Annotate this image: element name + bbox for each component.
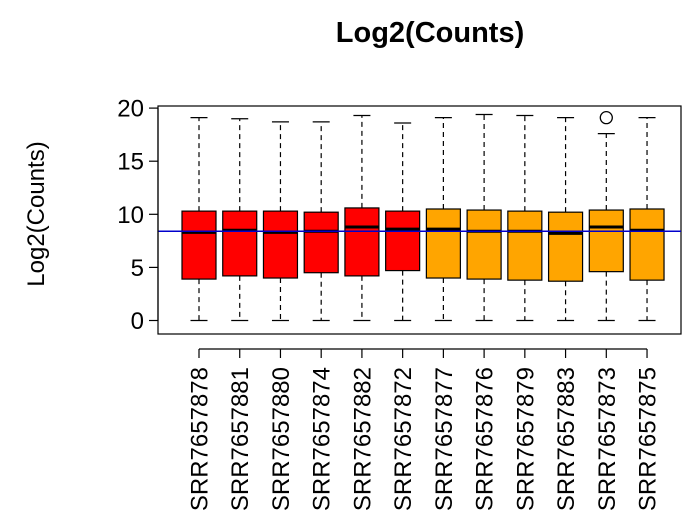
box-SRR7657877 bbox=[425, 117, 461, 322]
box-SRR7657882 bbox=[344, 114, 380, 322]
box-SRR7657874 bbox=[303, 121, 339, 322]
box-body bbox=[466, 209, 502, 280]
box-SRR7657883 bbox=[547, 117, 584, 322]
x-tick-label: SRR7657877 bbox=[431, 367, 458, 511]
y-tick-label: 0 bbox=[131, 308, 144, 335]
x-tick-label: SRR7657878 bbox=[187, 367, 214, 511]
box-SRR7657873 bbox=[588, 111, 624, 322]
box-SRR7657879 bbox=[507, 114, 543, 322]
x-tick-label: SRR7657876 bbox=[472, 367, 499, 511]
y-tick-label: 5 bbox=[131, 255, 144, 282]
x-tick-label: SRR7657879 bbox=[512, 367, 539, 511]
box-body bbox=[303, 211, 339, 274]
box-body bbox=[385, 210, 421, 272]
box-body bbox=[507, 210, 543, 281]
box-body bbox=[181, 210, 217, 280]
box-SRR7657872 bbox=[385, 122, 421, 322]
x-tick-label: SRR7657880 bbox=[268, 367, 295, 511]
box-SRR7657880 bbox=[262, 121, 299, 322]
x-tick-label: SRR7657873 bbox=[594, 367, 621, 511]
y-tick-label: 15 bbox=[117, 149, 144, 176]
y-tick-label: 20 bbox=[117, 96, 144, 123]
box-body bbox=[262, 210, 299, 279]
box-body bbox=[344, 207, 380, 277]
x-axis: SRR7657878 SRR7657881 SRR7657880 SRR7657874… bbox=[187, 348, 662, 511]
box-body bbox=[425, 208, 461, 279]
outlier-point bbox=[599, 111, 613, 125]
x-tick-label: SRR7657875 bbox=[635, 367, 662, 511]
x-tick-label: SRR7657883 bbox=[553, 367, 580, 511]
y-axis: 0 5 10 15 20 bbox=[117, 96, 159, 335]
x-tick-label: SRR7657882 bbox=[349, 367, 376, 511]
chart-title: Log2(Counts) bbox=[336, 17, 524, 49]
box-body bbox=[547, 211, 584, 282]
x-tick-label: SRR7657872 bbox=[390, 367, 417, 511]
box-body bbox=[222, 210, 258, 277]
box-SRR7657881 bbox=[222, 118, 258, 322]
y-axis-label: Log2(Counts) bbox=[23, 141, 50, 286]
box-marks bbox=[158, 111, 681, 322]
box-SRR7657875 bbox=[629, 117, 665, 322]
x-tick-label: SRR7657874 bbox=[309, 367, 336, 511]
box-body bbox=[588, 209, 624, 273]
y-tick-label: 10 bbox=[117, 202, 144, 229]
x-tick-label: SRR7657881 bbox=[227, 367, 254, 511]
box-SRR7657878 bbox=[181, 117, 217, 322]
box-SRR7657876 bbox=[466, 113, 502, 322]
box-body bbox=[629, 208, 665, 281]
